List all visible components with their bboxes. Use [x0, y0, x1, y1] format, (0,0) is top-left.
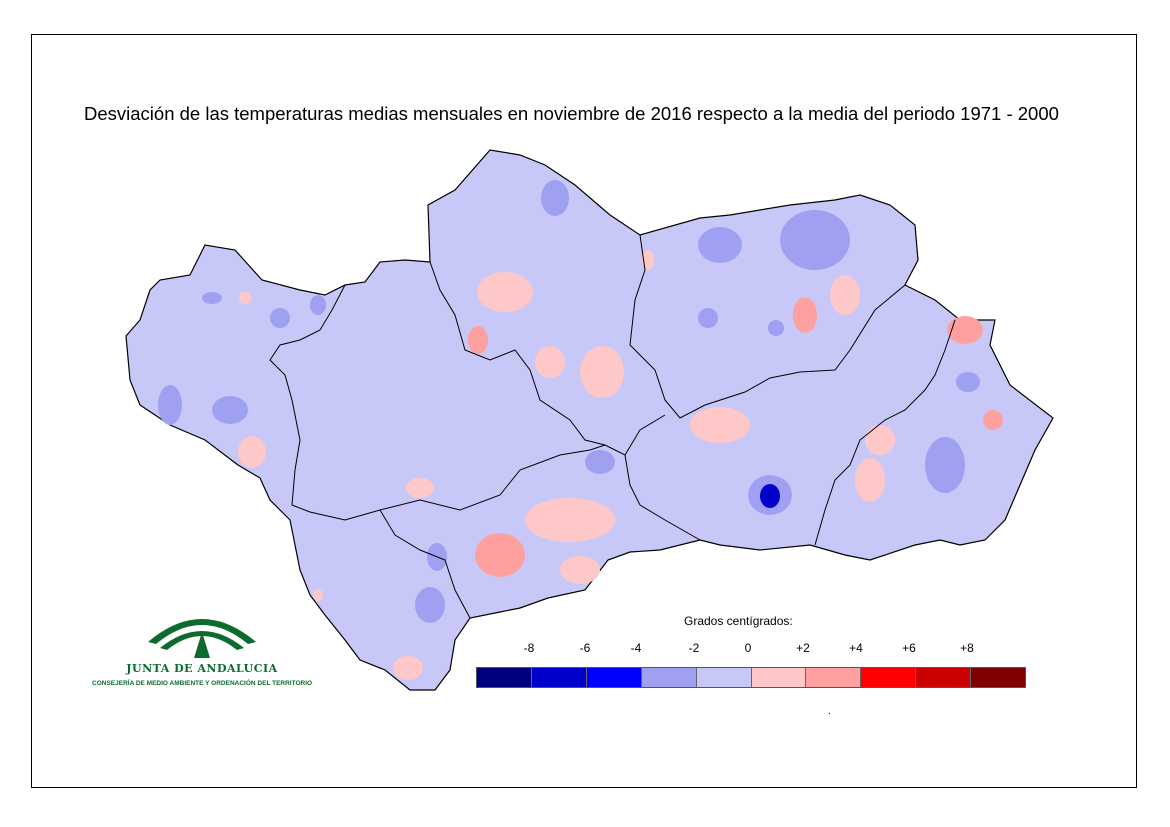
logo-department: CONSEJERÍA DE MEDIO AMBIENTE Y ORDENACIÓ…: [92, 680, 313, 687]
legend-swatch: [806, 668, 862, 687]
legend-tick: +4: [849, 641, 863, 655]
legend-tick: -4: [630, 641, 642, 655]
andalucia-region: [125, 149, 1054, 691]
legend-swatch: [477, 668, 532, 687]
legend-tick: -2: [688, 641, 700, 655]
legend-swatch: [971, 668, 1026, 687]
legend-swatch: [531, 668, 587, 687]
legend-tick: 0: [744, 641, 752, 655]
legend-tick: +6: [902, 641, 916, 655]
legend-tick: -6: [579, 641, 591, 655]
logo-org-name: JUNTA DE ANDALUCIA: [126, 662, 278, 675]
legend-tick: +2: [796, 641, 810, 655]
legend-swatch: [586, 668, 642, 687]
footer-mark: .: [828, 706, 831, 717]
map-title: Desviación de las temperaturas medias me…: [84, 103, 1059, 124]
legend-tick: -8: [523, 641, 535, 655]
legend-swatch: [861, 668, 917, 687]
province-borders: [269, 234, 956, 619]
legend-swatch: [916, 668, 972, 687]
anomaly-patches: [158, 180, 1003, 680]
legend-swatch: [641, 668, 697, 687]
legend-swatch: [751, 668, 807, 687]
legend-tick: +8: [960, 641, 974, 655]
legend-swatch: [696, 668, 752, 687]
legend-title: Grados centígrados:: [684, 614, 793, 628]
logo: JUNTA DE ANDALUCIA CONSEJERÍA DE MEDIO A…: [92, 600, 312, 696]
junta-andalucia-emblem-icon: [148, 619, 256, 658]
legend-color-bar: [476, 667, 1026, 688]
map-frame: [31, 34, 1137, 788]
